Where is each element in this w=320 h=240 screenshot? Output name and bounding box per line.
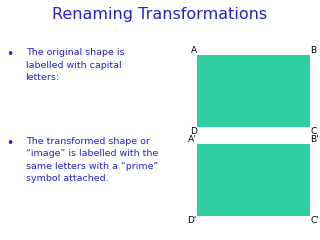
Bar (197, 55, 310, 127)
Text: D: D (190, 127, 197, 136)
Text: C: C (310, 127, 317, 136)
Text: The original shape is
labelled with capital
letters:: The original shape is labelled with capi… (26, 48, 124, 82)
Text: The transformed shape or
“image” is labelled with the
same letters with a “prime: The transformed shape or “image” is labe… (26, 137, 158, 183)
Text: •: • (6, 137, 14, 150)
Text: Renaming Transformations: Renaming Transformations (52, 7, 268, 22)
Text: •: • (6, 48, 14, 61)
Text: C': C' (310, 216, 319, 225)
Text: D': D' (188, 216, 197, 225)
Text: B': B' (310, 135, 319, 144)
Text: B: B (310, 46, 316, 55)
Bar (197, 144, 310, 216)
Text: A: A (191, 46, 197, 55)
Text: A': A' (188, 135, 197, 144)
